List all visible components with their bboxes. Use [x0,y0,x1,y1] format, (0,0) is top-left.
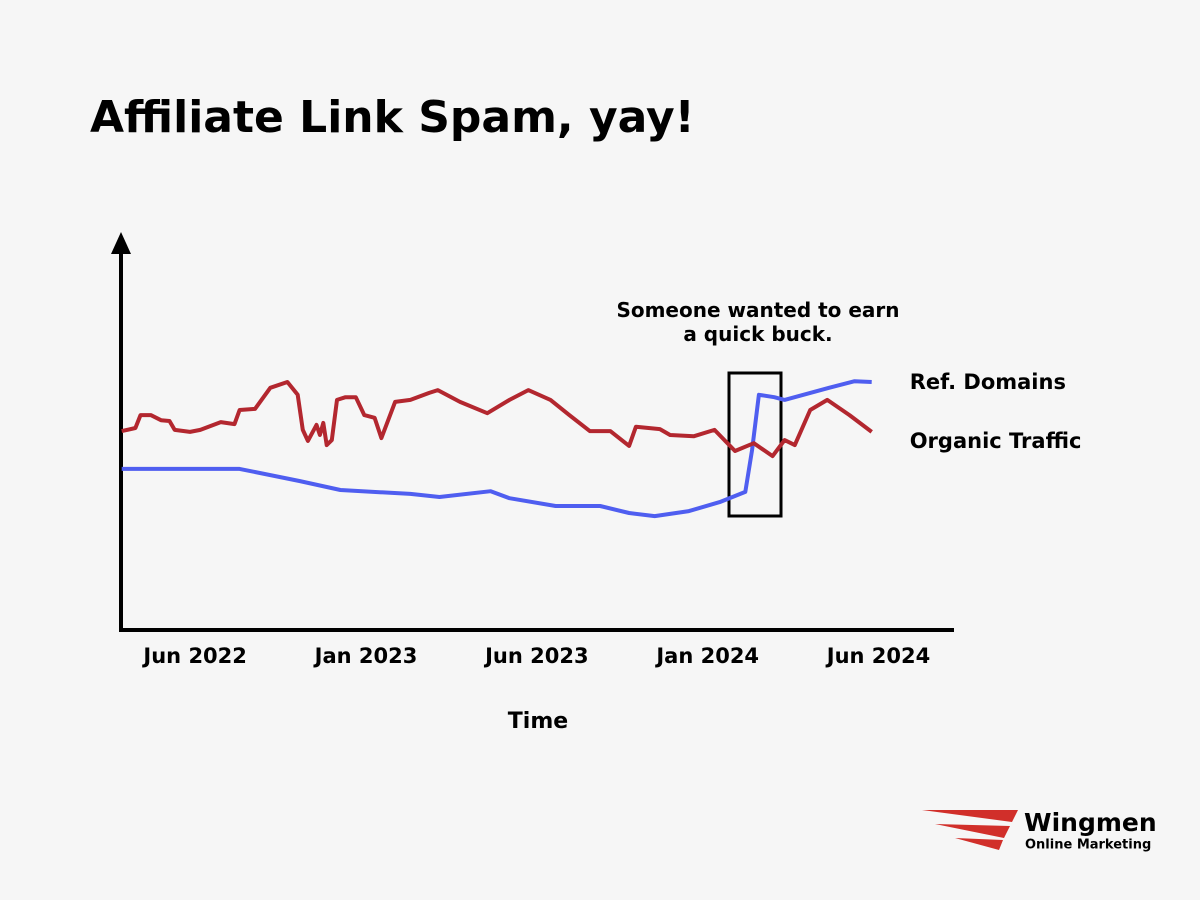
logo-wing [955,838,1003,850]
logo: Wingmen Online Marketing [922,808,1157,853]
x-axis-label: Time [508,709,568,734]
x-tick-label: Jan 2024 [654,644,759,668]
logo-name: Wingmen [1024,808,1157,837]
x-tick-label: Jan 2023 [313,644,418,668]
legend-label: Ref. Domains [910,370,1066,394]
x-tick-label: Jun 2024 [825,644,930,668]
annotation: Someone wanted to earn a quick buck. [616,298,899,346]
logo-wing [935,824,1010,838]
logo-wing [922,810,1018,822]
x-tick-label: Jun 2023 [483,644,588,668]
series-line [121,379,872,519]
series-line [121,380,873,459]
logo-tagline: Online Marketing [1025,838,1151,853]
chart-title: Affiliate Link Spam, yay! [90,92,695,143]
legend-label: Organic Traffic [910,429,1082,453]
y-axis-arrow [111,232,131,254]
x-tick-label: Jun 2022 [141,644,246,668]
